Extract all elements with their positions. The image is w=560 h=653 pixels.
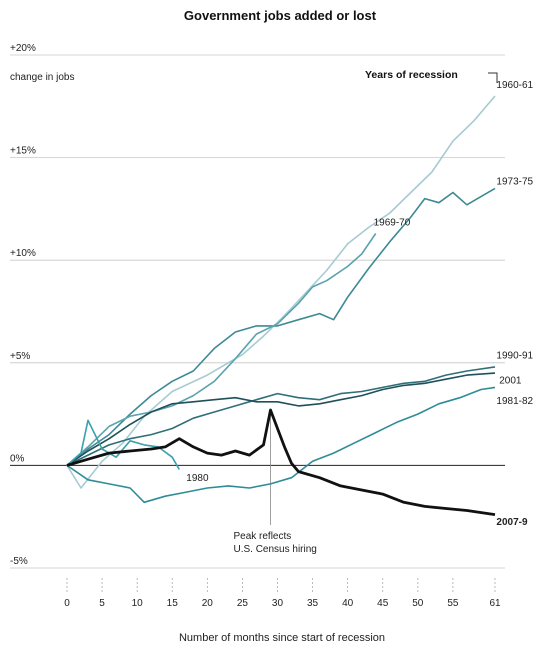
chart-grid [10,54,505,569]
x-tick-label: 50 [412,598,424,609]
x-tick-label: 25 [237,598,249,609]
x-tick-label: 61 [489,598,501,609]
legend-title: Years of recession [365,69,458,81]
annotation-text: Peak reflects [233,531,291,542]
y-tick-label: +20% [10,43,36,54]
annotation-text: U.S. Census hiring [233,544,316,555]
census-annotation: Peak reflects U.S. Census hiring [233,412,317,555]
x-axis-ticks: 0 5 10 15 20 25 30 35 40 45 50 55 61 [64,578,501,609]
series-label-1981-82: 1981-82 [496,396,533,407]
series-label-1980: 1980 [186,473,209,484]
series-label-2001: 2001 [499,375,522,386]
series-line-1969-70 [66,233,377,467]
series-line-1981-82 [66,386,496,504]
y-axis-ticks: +20% +15% +10% +5% 0% -5% [10,43,36,567]
x-tick-label: 30 [272,598,284,609]
x-tick-label: 10 [132,598,144,609]
series-label-1960-61: 1960-61 [496,80,533,91]
series-line-1973-75 [66,187,496,467]
series-labels: 1960-61 1973-75 1969-70 1990-91 2001 1981-82 1… [186,80,533,528]
series-line-1960-61 [66,95,496,489]
y-tick-label: +10% [10,248,36,259]
x-tick-label: 0 [64,598,70,609]
series-line-1990-91 [66,366,496,467]
y-tick-label: -5% [10,556,28,567]
chart-title: Government jobs added or lost [184,8,377,23]
series-label-2007-9: 2007-9 [496,517,528,528]
series-label-1969-70: 1969-70 [374,217,411,228]
x-tick-label: 20 [202,598,214,609]
x-tick-label: 45 [377,598,389,609]
x-tick-label: 40 [342,598,354,609]
x-axis-title: Number of months since start of recessio… [179,632,385,644]
series-line-2007-9 [66,408,496,516]
series-line-2001 [66,372,496,467]
series-label-1990-91: 1990-91 [496,351,533,362]
x-tick-label: 5 [99,598,105,609]
legend-title-connector [488,72,498,83]
series-line-1980 [66,419,180,470]
series-lines [66,95,496,516]
series-label-1973-75: 1973-75 [496,176,533,187]
y-tick-label: +5% [10,351,30,362]
y-tick-label: +15% [10,146,36,157]
y-axis-label: change in jobs [10,72,75,83]
y-tick-label: 0% [10,453,25,464]
x-tick-label: 55 [447,598,459,609]
x-tick-label: 35 [307,598,319,609]
x-tick-label: 15 [167,598,179,609]
